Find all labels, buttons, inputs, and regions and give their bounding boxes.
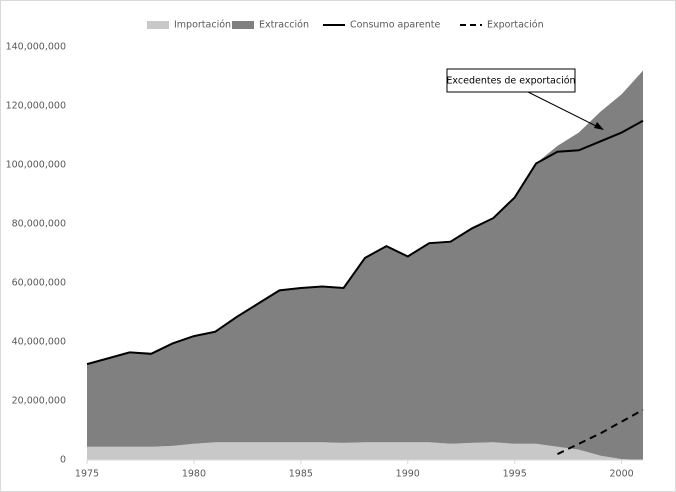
- area: [87, 70, 643, 460]
- y-tick-label: 40,000,000: [12, 337, 66, 348]
- x-tick-label: 1975: [75, 469, 99, 480]
- y-tick-label: 0: [60, 455, 66, 466]
- annotation-arrow: [527, 91, 601, 129]
- area: [87, 442, 643, 460]
- legend-swatch: [147, 21, 169, 29]
- y-tick-label: 80,000,000: [12, 219, 66, 230]
- legend-label: Importación: [174, 20, 231, 31]
- x-tick-label: 1980: [182, 469, 206, 480]
- x-tick-label: 1985: [289, 469, 313, 480]
- legend-swatch: [232, 21, 254, 29]
- line: [86, 119, 644, 366]
- y-tick-label: 120,000,000: [6, 101, 66, 112]
- line: [557, 408, 644, 456]
- x-tick-label: 1990: [396, 469, 420, 480]
- y-tick-label: 60,000,000: [12, 278, 66, 289]
- y-tick-label: 100,000,000: [6, 160, 66, 171]
- legend-label: Extracción: [259, 20, 309, 31]
- x-tick-label: 1995: [503, 469, 527, 480]
- legend-label: Exportación: [487, 20, 544, 31]
- annotation: Excedentes de exportación: [446, 76, 575, 87]
- x-tick-label: 2000: [610, 469, 634, 480]
- y-tick-label: 140,000,000: [6, 42, 66, 53]
- y-tick-label: 20,000,000: [12, 396, 66, 407]
- legend-label: Consumo aparente: [350, 20, 440, 31]
- annotation-box: [446, 68, 576, 93]
- annotation-arrowhead: [594, 122, 604, 130]
